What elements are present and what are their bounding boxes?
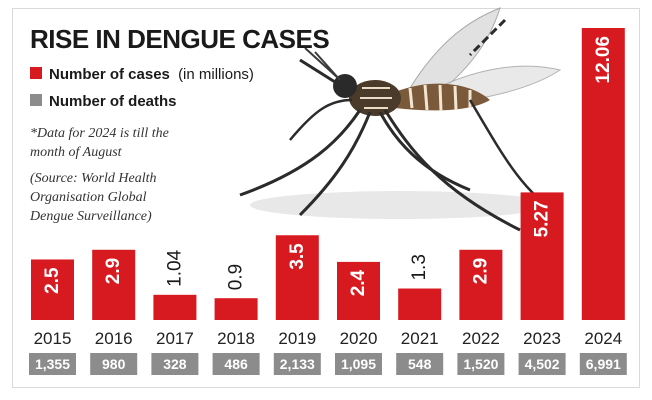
bar-value-label: 1.3: [409, 254, 430, 280]
source-line: Organisation Global: [30, 190, 147, 205]
x-tick-label: 2017: [156, 329, 194, 348]
deaths-value-label: 1,355: [35, 356, 70, 372]
deaths-box-2023: [518, 353, 566, 375]
bar-cases-2022: [459, 249, 503, 320]
bar-value-label: 2.4: [348, 269, 369, 296]
bar-value-label: 0.9: [226, 264, 247, 290]
notes: *Data for 2024 is till the month of Augu…: [29, 126, 169, 224]
deaths-box-2022: [457, 353, 505, 375]
x-axis-labels: 2015 2016 2017 2018 2019 2020 2021 2022 2023 2024: [34, 329, 623, 348]
bar-cases-2019: [275, 235, 319, 320]
deaths-value-label: 1,095: [341, 356, 376, 372]
bar-cases-2024: [581, 28, 625, 320]
bar-cases-2016: [92, 249, 136, 320]
deaths-box-2024: [579, 353, 627, 375]
chart-title: RISE IN DENGUE CASES: [30, 24, 329, 54]
bar-value-label: 5.27: [532, 200, 553, 237]
deaths-box-2015: [29, 353, 76, 375]
note-line: month of August: [30, 145, 123, 160]
bar-value-label: 12.06: [593, 36, 614, 84]
deaths-value-label: 486: [224, 356, 248, 372]
deaths-box-2021: [396, 353, 444, 375]
note-line: *Data for 2024 is till the: [30, 126, 169, 141]
bar-cases-2015: [31, 259, 74, 320]
legend-swatch-cases: [30, 67, 42, 79]
bar-cases-2023: [520, 192, 564, 320]
legend-label-cases: Number of cases (in millions): [49, 66, 254, 83]
legend: Number of cases (in millions) Number of …: [30, 66, 254, 110]
bar-cases-2017: [153, 294, 197, 320]
x-tick-label: 2024: [584, 329, 622, 348]
x-tick-label: 2015: [34, 329, 72, 348]
legend-swatch-deaths: [30, 94, 42, 106]
deaths-box-2018: [212, 353, 260, 375]
deaths-value-label: 548: [408, 356, 432, 372]
deaths-box-2019: [273, 353, 321, 375]
deaths-box-2017: [151, 353, 199, 375]
deaths-value-label: 2,133: [280, 356, 315, 372]
source-line: Dengue Surveillance): [29, 209, 152, 224]
deaths-value-label: 1,520: [463, 356, 498, 372]
deaths-value-label: 6,991: [586, 356, 621, 372]
x-tick-label: 2021: [401, 329, 439, 348]
deaths-value-label: 4,502: [525, 356, 560, 372]
x-tick-label: 2022: [462, 329, 500, 348]
bar-value-label: 3.5: [287, 243, 308, 270]
bar-cases-2018: [214, 298, 258, 320]
deaths-value-label: 328: [163, 356, 187, 372]
x-tick-label: 2020: [340, 329, 378, 348]
source-line: (Source: World Health: [30, 171, 157, 186]
deaths-row: 1,355 980 328 486 2,133 1,095 548 1,520 4,502 6,9…: [29, 353, 627, 375]
bar-value-label: 2.9: [103, 258, 124, 284]
bar-cases-2020: [337, 261, 380, 320]
legend-label-deaths: Number of deaths: [49, 93, 177, 110]
bar-series-cases: 2.5 2.9 1.04 0.9 3.5 2.4 1.3 2.9 5.27 12.06: [31, 28, 625, 320]
x-tick-label: 2018: [217, 329, 255, 348]
bar-value-label: 1.04: [164, 249, 185, 286]
mosquito-illustration: [239, 7, 562, 232]
bar-cases-2021: [398, 288, 442, 320]
x-tick-label: 2023: [523, 329, 561, 348]
deaths-box-2016: [90, 353, 138, 375]
bar-value-label: 2.5: [42, 267, 63, 294]
deaths-box-2020: [335, 353, 382, 375]
x-tick-label: 2016: [95, 329, 133, 348]
deaths-value-label: 980: [102, 356, 126, 372]
x-tick-label: 2019: [278, 329, 316, 348]
bar-value-label: 2.9: [470, 258, 491, 284]
